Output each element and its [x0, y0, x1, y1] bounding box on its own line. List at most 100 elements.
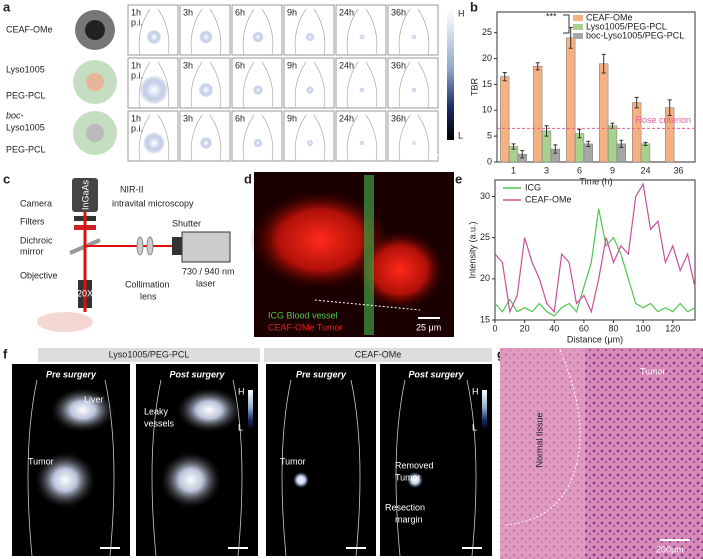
diagram-label: Objective: [20, 270, 58, 280]
scale-bar-label: 25 μm: [416, 322, 441, 332]
group-label: Lyso1005/PEG-PCL: [109, 349, 190, 359]
image-tile: [179, 110, 231, 162]
diagram-label: mirror: [20, 246, 44, 256]
x-tick-label: 40: [549, 323, 559, 333]
body-outline: [190, 61, 222, 109]
x-tick-label: 24: [640, 165, 650, 175]
probe-label: Lyso1005: [6, 122, 45, 132]
condition-label: Post surgery: [408, 369, 464, 379]
plot-frame: [496, 11, 696, 163]
signal-spot: [359, 87, 365, 93]
surgery-images: Pre surgery Post surgery H L Pre surgery Post…: [12, 364, 492, 557]
probe-label: CEAF-OMe: [6, 24, 53, 34]
time-label: p.i.: [131, 70, 143, 80]
body-outline: [398, 8, 430, 56]
body-outline: [138, 61, 170, 109]
panel-label: f: [3, 346, 8, 361]
annotation: Tumor: [280, 456, 306, 466]
bar: [533, 66, 543, 163]
body-outline: [242, 8, 274, 56]
signal-spot: [359, 34, 365, 40]
y-tick-label: 20: [482, 53, 492, 63]
ir-image: [380, 364, 492, 556]
time-label: 6h: [235, 7, 245, 17]
time-label: 6h: [235, 113, 245, 123]
annotation: Leaky: [144, 406, 169, 416]
error-bar: [643, 141, 648, 146]
condition-label: Pre surgery: [296, 369, 347, 379]
y-tick-label: 10: [482, 105, 492, 115]
body-outline: [346, 114, 378, 162]
y-axis-label: TBR: [469, 77, 479, 96]
ir-image: [266, 364, 376, 556]
y-axis-label: Intensity (a.u.): [467, 221, 477, 278]
annotation: margin: [395, 514, 423, 524]
body-outline: [398, 114, 430, 162]
microscope-diagram: [37, 178, 231, 332]
time-label: 1h: [131, 113, 141, 123]
legend-label: CEAF-OMe: [525, 194, 572, 204]
colorbar-label: H: [238, 386, 245, 396]
colorbar: [447, 10, 454, 140]
x-tick-label: 20: [520, 323, 530, 333]
error-bar: [553, 144, 558, 154]
body-outline: [398, 61, 430, 109]
detector-label: InGaAs: [80, 179, 90, 210]
time-label: 36h: [391, 7, 406, 17]
signal-spot: [139, 75, 169, 105]
time-label: 36h: [391, 60, 406, 70]
time-label: p.i.: [131, 123, 143, 133]
panel-label: e: [455, 171, 462, 186]
bar: [566, 37, 576, 163]
time-label: 24h: [339, 7, 354, 17]
error-bar: [601, 53, 606, 74]
x-tick-label: 0: [492, 323, 497, 333]
time-label: 24h: [339, 60, 354, 70]
diagram-title: intravital microscopy: [112, 198, 194, 208]
liver-signal: [50, 388, 115, 432]
image-tile: [231, 4, 283, 56]
colorbar-label: H: [472, 386, 479, 396]
annotation: Resection: [385, 502, 425, 512]
annotation: Tumor: [395, 472, 421, 482]
significance-bracket: [563, 14, 570, 34]
colorbar: [248, 390, 253, 430]
x-tick-label: 1: [511, 165, 516, 175]
annotation: Liver: [84, 394, 104, 404]
body-outline: [151, 379, 243, 557]
signal-spot: [306, 86, 314, 94]
signal-spot: [411, 34, 417, 40]
legend-label: ICG: [525, 182, 541, 192]
x-axis-label: Time (h): [579, 176, 612, 186]
x-tick-label: 3: [544, 165, 549, 175]
diagram-label: Filters: [20, 216, 45, 226]
tumor-signal: [160, 452, 221, 508]
tumor-signal: [355, 230, 445, 310]
signal-spot: [142, 131, 166, 155]
y-tick-label: 25: [480, 232, 490, 242]
tumor-signal: [407, 472, 423, 488]
x-axis-label: Distance (μm): [567, 334, 623, 344]
colorbar-label: L: [458, 130, 463, 140]
error-bar: [535, 62, 540, 71]
error-bar: [619, 139, 624, 149]
x-tick-label: 9: [610, 165, 615, 175]
time-label: 3h: [183, 7, 193, 17]
time-series-images: 1hp.i.1hp.i.1hp.i.3h3h3h6h6h6h9h9h9h24h2…: [127, 4, 439, 162]
error-bar: [586, 140, 591, 147]
legend-label: CEAF-OMe: [586, 12, 633, 22]
image-tile: [283, 4, 335, 56]
body-outline: [242, 114, 274, 162]
error-bar: [667, 99, 672, 116]
legend-label: boc-Lyso1005/PEG-PCL: [586, 30, 684, 40]
signal-spot: [199, 30, 213, 44]
body-outline: [242, 61, 274, 109]
body-outline: [294, 8, 326, 56]
region-label: Normal tissue: [534, 412, 544, 467]
profile-line: [314, 299, 421, 311]
signal-spot: [306, 139, 314, 147]
magnification-label: 20X: [77, 288, 93, 298]
signal-spot: [252, 84, 264, 96]
group-header: [38, 348, 260, 362]
